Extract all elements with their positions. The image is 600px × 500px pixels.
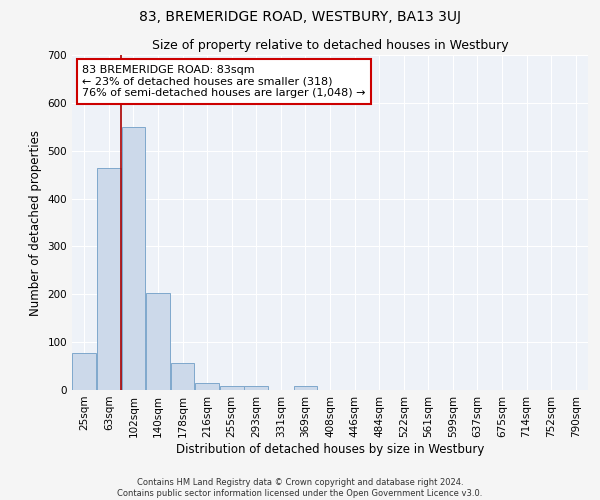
Bar xyxy=(73,352,96,390)
Text: Contains HM Land Registry data © Crown copyright and database right 2024.
Contai: Contains HM Land Registry data © Crown c… xyxy=(118,478,482,498)
Bar xyxy=(122,127,145,390)
Bar xyxy=(97,168,121,390)
Bar xyxy=(195,384,219,390)
Bar xyxy=(146,294,170,390)
Text: 83 BREMERIDGE ROAD: 83sqm
← 23% of detached houses are smaller (318)
76% of semi: 83 BREMERIDGE ROAD: 83sqm ← 23% of detac… xyxy=(82,65,366,98)
Bar xyxy=(293,386,317,390)
Bar xyxy=(170,362,194,390)
Text: 83, BREMERIDGE ROAD, WESTBURY, BA13 3UJ: 83, BREMERIDGE ROAD, WESTBURY, BA13 3UJ xyxy=(139,10,461,24)
Title: Size of property relative to detached houses in Westbury: Size of property relative to detached ho… xyxy=(152,40,508,52)
Bar xyxy=(220,386,244,390)
Y-axis label: Number of detached properties: Number of detached properties xyxy=(29,130,42,316)
X-axis label: Distribution of detached houses by size in Westbury: Distribution of detached houses by size … xyxy=(176,442,484,456)
Bar xyxy=(244,386,268,390)
